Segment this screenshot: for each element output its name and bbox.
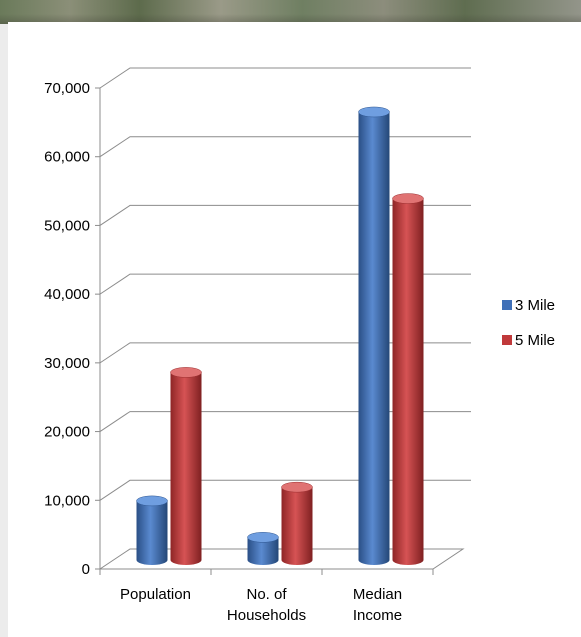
legend-label-5-mile: 5 Mile xyxy=(515,332,555,349)
y-tick-label: 30,000 xyxy=(44,355,90,372)
bar-5-mile-median-income xyxy=(393,199,424,565)
y-tick-label: 50,000 xyxy=(44,217,90,234)
bar-5-mile-no-of-households xyxy=(282,487,313,565)
bar-5-mile-population xyxy=(171,372,202,565)
bar-top-3-mile-median-income xyxy=(359,107,390,117)
y-tick-label: 70,000 xyxy=(44,80,90,97)
y-tick-label: 10,000 xyxy=(44,492,90,509)
y-tick-label: 0 xyxy=(82,561,90,578)
y-tick-label: 20,000 xyxy=(44,424,90,441)
y-tick-label: 40,000 xyxy=(44,286,90,303)
bar-top-5-mile-median-income xyxy=(393,194,424,204)
bar-3-mile-population xyxy=(137,501,168,565)
bars-layer xyxy=(137,107,424,565)
legend: 3 Mile 5 Mile xyxy=(502,297,555,349)
background-photo-strip xyxy=(0,0,581,24)
gridline xyxy=(100,68,471,88)
x-category-label: Population xyxy=(120,586,191,603)
legend-swatch-5-mile xyxy=(502,335,512,345)
legend-label-3-mile: 3 Mile xyxy=(515,297,555,314)
y-tick-label: 60,000 xyxy=(44,149,90,166)
chart-panel: 0 10,000 20,000 30,000 40,000 50,000 60,000 70,… xyxy=(8,22,581,637)
gridline xyxy=(100,137,471,157)
bar-chart: 0 10,000 20,000 30,000 40,000 50,000 60,000 70,… xyxy=(8,22,581,637)
bar-top-3-mile-no-of-households xyxy=(248,532,279,542)
bar-3-mile-median-income xyxy=(359,112,390,565)
bar-top-3-mile-population xyxy=(137,496,168,506)
labels-layer: 0 10,000 20,000 30,000 40,000 50,000 60,000 70,… xyxy=(44,80,402,624)
bar-top-5-mile-no-of-households xyxy=(282,482,313,492)
bar-top-5-mile-population xyxy=(171,367,202,377)
x-category-label: No. of Households xyxy=(227,586,306,624)
legend-swatch-3-mile xyxy=(502,300,512,310)
x-category-label: Median Income xyxy=(353,586,402,624)
